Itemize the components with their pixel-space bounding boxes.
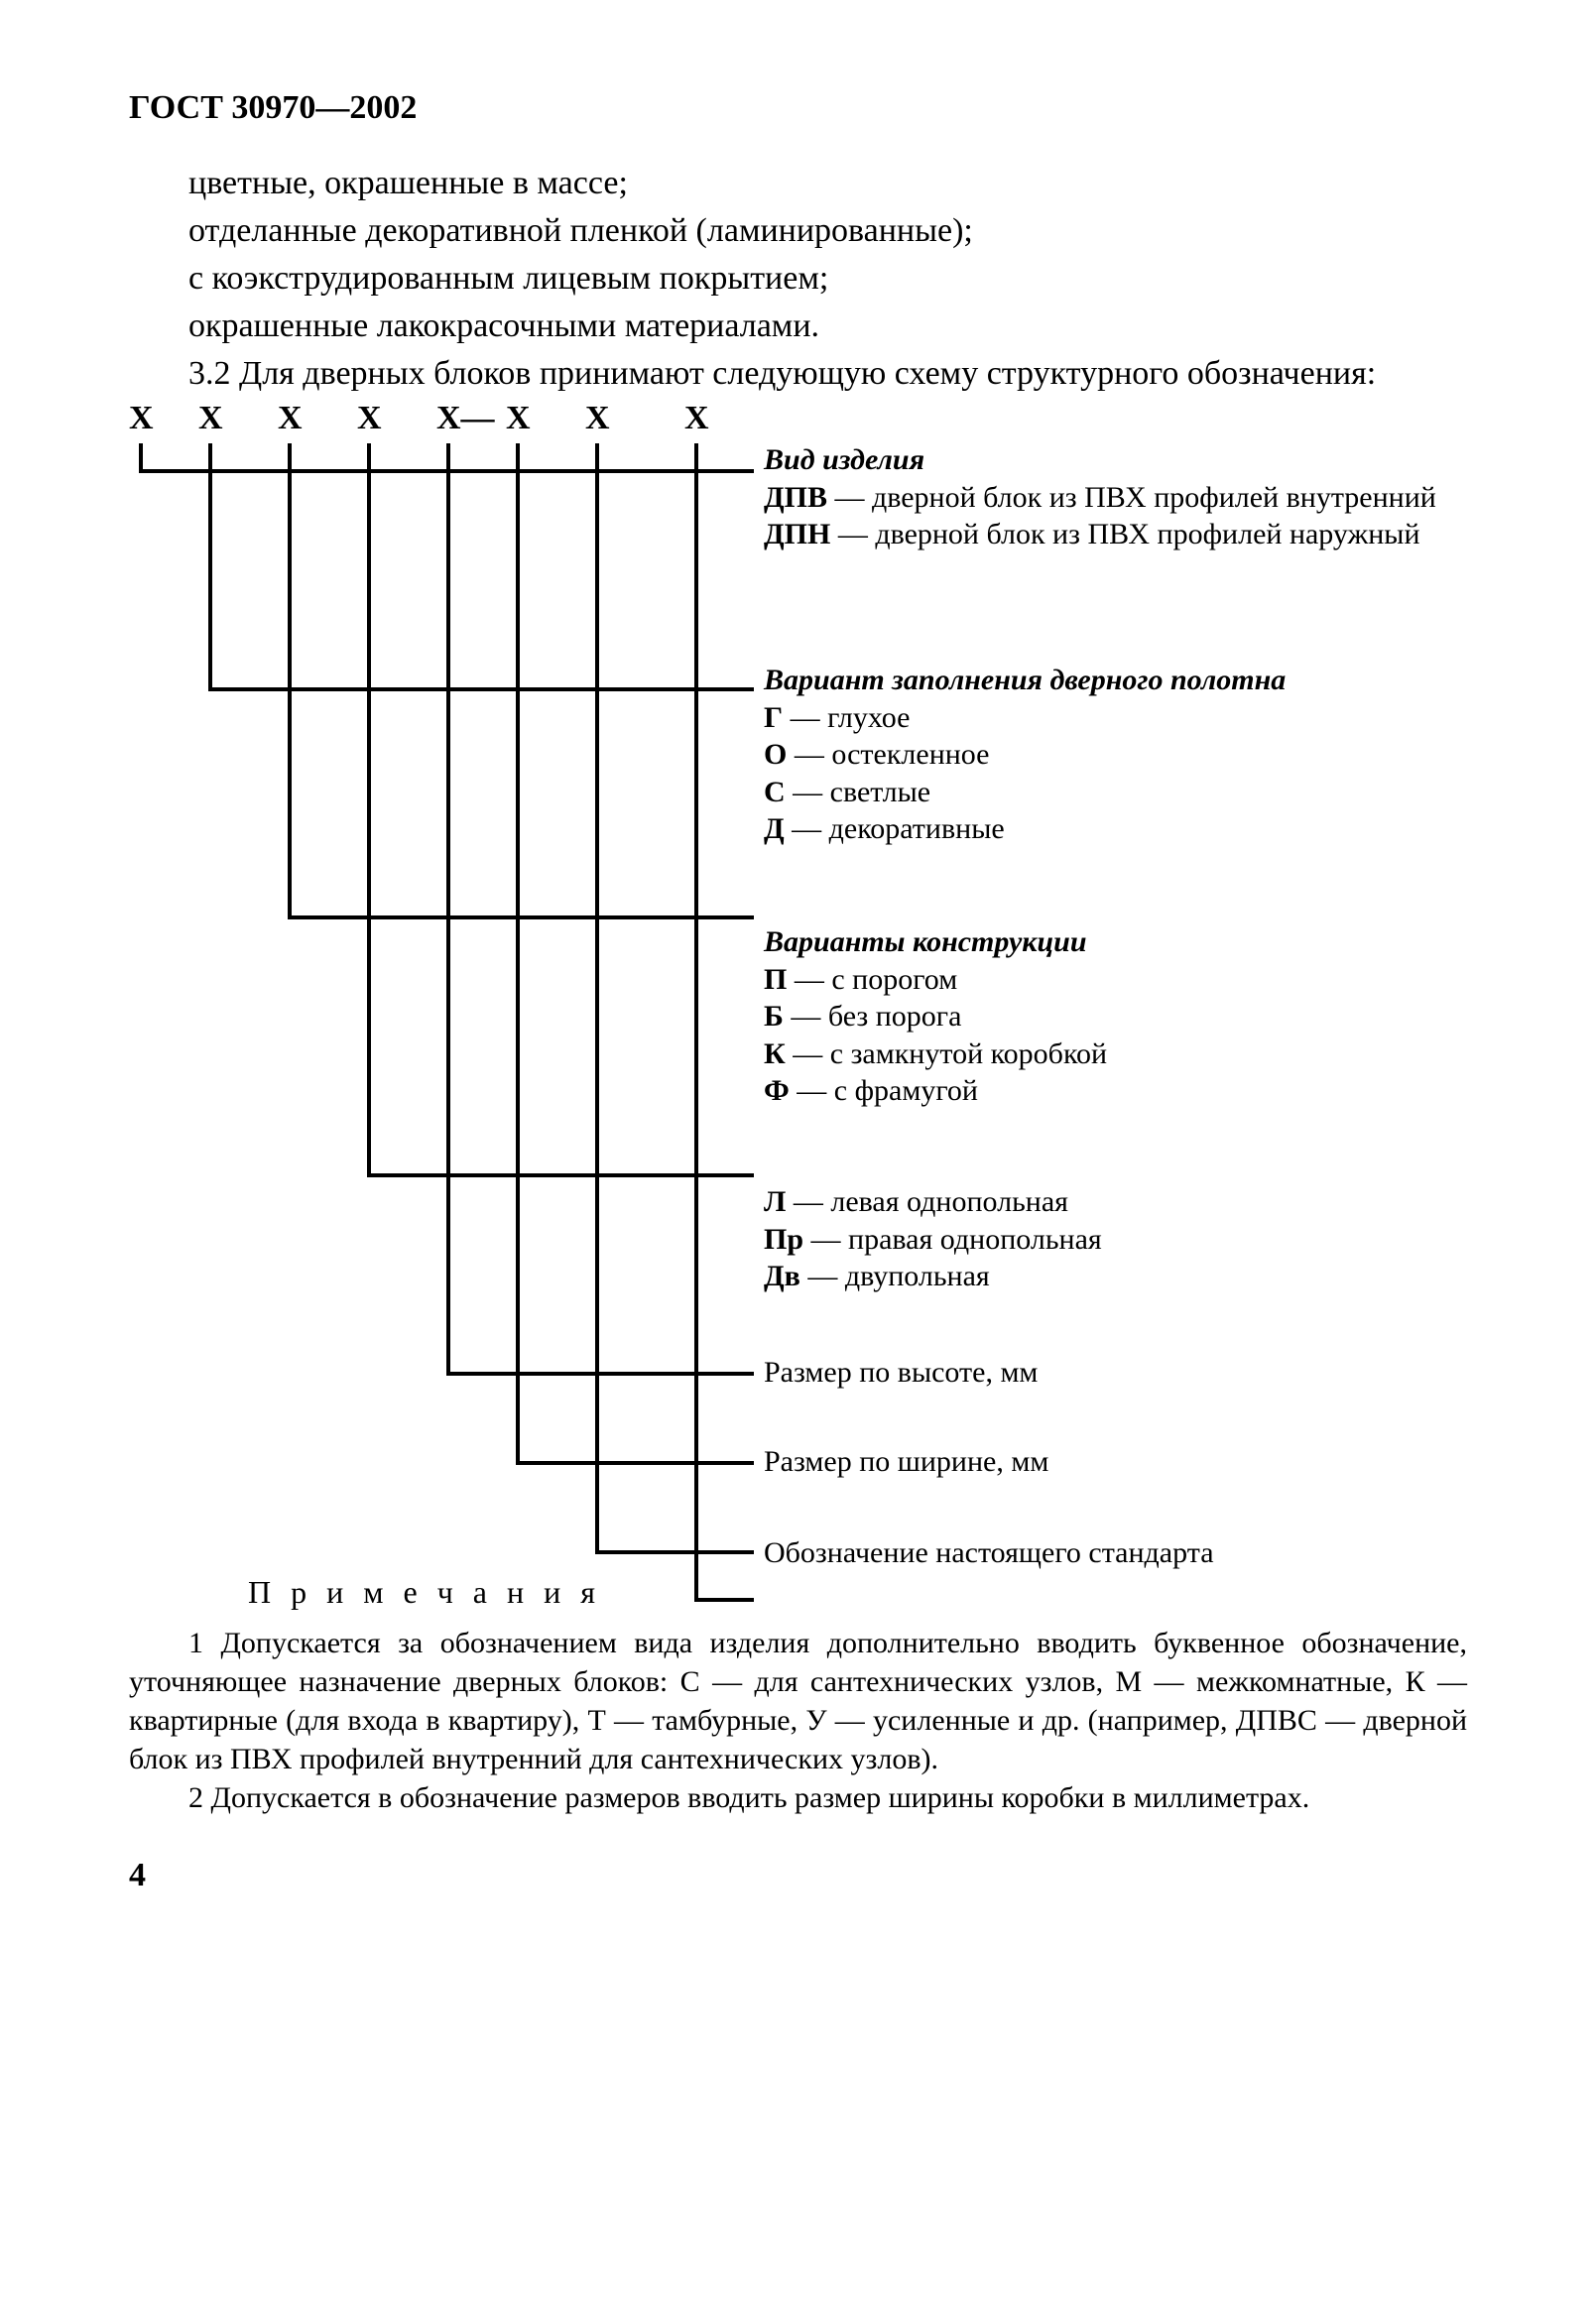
label-k: — с замкнутой коробкой (786, 1037, 1107, 1070)
code-b: Б (764, 1000, 784, 1033)
x-placeholder: Х (585, 400, 610, 437)
code-s: С (764, 776, 786, 808)
label-l: — левая однопольная (786, 1185, 1068, 1218)
para-painted: окрашенные лакокрасочными материалами. (129, 304, 1467, 349)
code-dpv: ДПВ (764, 481, 827, 514)
stem-line (595, 443, 599, 1554)
label-vid-izdeliya: Вид изделия ДПВ — дверной блок из ПВХ пр… (764, 441, 1438, 553)
leader-line (516, 1461, 754, 1465)
stem-line (446, 443, 450, 1376)
label-pr: — правая однопольная (803, 1223, 1102, 1256)
label-zapolneniya: Вариант заполнения дверного полотна Г — … (764, 662, 1438, 848)
label-p: — с порогом (787, 963, 957, 996)
page: ГОСТ 30970—2002 цветные, окрашенные в ма… (0, 0, 1596, 1954)
notes: 1 Допускается за обозначением вида издел… (129, 1624, 1467, 1817)
leader-line (595, 1550, 754, 1554)
page-number: 4 (129, 1857, 1467, 1894)
label-g: — глухое (783, 701, 910, 734)
x-placeholder: Х (357, 400, 382, 437)
label-dpn: — дверной блок из ПВХ профилей наружный (830, 518, 1419, 550)
label-dpv: — дверной блок из ПВХ профилей внутренни… (827, 481, 1436, 514)
label-title: Вариант заполнения дверного полотна (764, 664, 1286, 696)
stem-line (208, 443, 212, 691)
note-1: 1 Допускается за обозначением вида издел… (129, 1624, 1467, 1778)
code-dpn: ДПН (764, 518, 830, 550)
x-placeholder: Х (684, 400, 709, 437)
para-3-2: 3.2 Для дверных блоков принимают следующ… (129, 351, 1467, 397)
code-dv: Дв (764, 1260, 800, 1292)
code-d: Д (764, 812, 785, 845)
para-color: цветные, окрашенные в массе; (129, 161, 1467, 206)
code-l: Л (764, 1185, 786, 1218)
x-placeholder: Х (278, 400, 303, 437)
leader-line (446, 1372, 754, 1376)
para-laminated: отделанные декоративной пленкой (ламинир… (129, 208, 1467, 254)
label-d: — декоративные (785, 812, 1005, 845)
x-placeholder: Х (506, 400, 531, 437)
stem-line (367, 443, 371, 1177)
code-g: Г (764, 701, 783, 734)
code-p: П (764, 963, 787, 996)
leader-line (288, 915, 754, 919)
code-o: О (764, 738, 787, 771)
label-title: Варианты конструкции (764, 925, 1087, 958)
x-placeholder: Х— (436, 400, 495, 437)
document-header: ГОСТ 30970—2002 (129, 89, 1467, 127)
note-2: 2 Допускается в обозначение размеров вво… (129, 1778, 1467, 1817)
label-s: — светлые (786, 776, 930, 808)
label-standard: Обозначение настоящего стандарта (764, 1534, 1438, 1572)
label-konstrukcii: Варианты конструкции П — с порогом Б — б… (764, 923, 1438, 1110)
stem-line (139, 443, 143, 473)
label-f: — с фрамугой (790, 1074, 978, 1107)
para-coextruded: с коэкструдированным лицевым покрытием; (129, 256, 1467, 302)
x-placeholder: Х (129, 400, 154, 437)
code-k: К (764, 1037, 786, 1070)
label-b: — без порога (784, 1000, 962, 1033)
stem-line (288, 443, 292, 919)
notes-heading: П р и м е ч а н и я (248, 1574, 601, 1611)
stem-line (516, 443, 520, 1465)
code-f: Ф (764, 1074, 790, 1107)
label-title: Вид изделия (764, 443, 924, 476)
label-o: — остекленное (787, 738, 989, 771)
label-height: Размер по высоте, мм (764, 1354, 1438, 1392)
x-placeholder: Х (198, 400, 223, 437)
leader-line (694, 1598, 754, 1602)
designation-scheme: Х Х Х Х Х— Х Х Х Вид изделия ДПВ — дверной блок… (129, 400, 1448, 1610)
code-pr: Пр (764, 1223, 803, 1256)
label-opening: Л — левая однопольная Пр — правая однопо… (764, 1183, 1438, 1295)
stem-line (694, 443, 698, 1602)
label-width: Размер по ширине, мм (764, 1443, 1438, 1481)
label-dv: — двупольная (800, 1260, 990, 1292)
body-text: цветные, окрашенные в массе; отделанные … (129, 161, 1467, 396)
